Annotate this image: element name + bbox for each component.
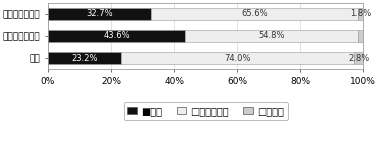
Bar [358,8,363,20]
Bar [48,8,151,20]
Bar [48,30,185,42]
Text: 2.8%: 2.8% [348,54,370,63]
Text: 1.8%: 1.8% [350,9,371,18]
Bar [354,52,363,64]
Text: 23.2%: 23.2% [71,54,98,63]
Bar [358,30,363,42]
Text: 43.6%: 43.6% [103,32,130,40]
Bar [48,52,121,64]
Bar [151,8,358,20]
Bar [185,30,358,42]
Text: 74.0%: 74.0% [225,54,251,63]
Text: 32.7%: 32.7% [86,9,113,18]
Text: 54.8%: 54.8% [258,32,285,40]
Legend: ■いる, □特にいない, □無回答: ■いる, □特にいない, □無回答 [124,102,288,120]
Text: 65.6%: 65.6% [241,9,268,18]
Bar [121,52,354,64]
